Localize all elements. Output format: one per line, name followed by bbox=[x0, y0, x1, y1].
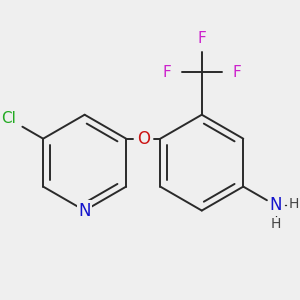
Text: O: O bbox=[137, 130, 150, 148]
Text: Cl: Cl bbox=[1, 111, 16, 126]
Text: F: F bbox=[232, 64, 241, 80]
Text: N: N bbox=[269, 196, 282, 214]
Text: F: F bbox=[163, 64, 172, 80]
Text: N: N bbox=[78, 202, 91, 220]
Text: H: H bbox=[289, 197, 299, 211]
Text: H: H bbox=[270, 217, 281, 231]
Text: F: F bbox=[197, 32, 206, 46]
